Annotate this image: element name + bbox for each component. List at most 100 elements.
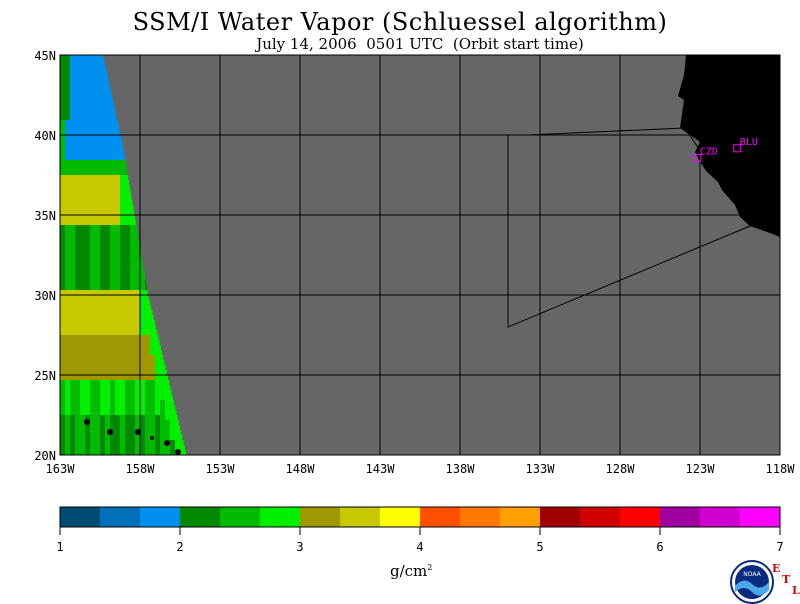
vapor-cell: [70, 315, 75, 320]
vapor-cell: [60, 315, 65, 320]
vapor-cell: [120, 230, 125, 235]
vapor-cell: [110, 275, 115, 280]
vapor-cell: [115, 195, 120, 200]
vapor-cell: [160, 420, 165, 425]
vapor-cell: [105, 370, 110, 375]
vapor-cell: [105, 240, 110, 245]
vapor-cell: [90, 240, 95, 245]
vapor-cell: [150, 340, 155, 345]
vapor-cell: [95, 240, 100, 245]
vapor-cell: [170, 405, 175, 410]
vapor-cell: [100, 245, 105, 250]
vapor-cell: [60, 235, 65, 240]
vapor-cell: [80, 255, 85, 260]
vapor-cell: [90, 345, 95, 350]
vapor-cell: [130, 365, 135, 370]
vapor-cell: [90, 95, 95, 100]
vapor-cell: [90, 395, 95, 400]
vapor-cell: [135, 420, 140, 425]
vapor-cell: [85, 75, 90, 80]
vapor-cell: [100, 110, 105, 115]
vapor-cell: [175, 420, 179, 425]
vapor-cell: [135, 335, 140, 340]
vapor-cell: [145, 350, 150, 355]
vapor-cell: [100, 55, 104, 60]
vapor-cell: [145, 320, 150, 325]
lon-label: 133W: [526, 462, 556, 476]
colorbar-tick-label: 1: [56, 540, 63, 554]
vapor-cell: [130, 300, 135, 305]
lat-label: 40N: [34, 129, 56, 143]
vapor-cell: [120, 135, 121, 140]
vapor-cell: [155, 345, 160, 350]
vapor-cell: [95, 370, 100, 375]
vapor-cell: [165, 435, 170, 440]
vapor-cell: [145, 290, 148, 295]
vapor-cell: [125, 335, 130, 340]
vapor-cell: [65, 230, 70, 235]
vapor-cell: [105, 360, 110, 365]
vapor-cell: [100, 95, 105, 100]
vapor-cell: [75, 140, 80, 145]
vapor-cell: [105, 230, 110, 235]
vapor-cell: [65, 120, 70, 125]
vapor-cell: [105, 270, 110, 275]
vapor-cell: [60, 205, 65, 210]
vapor-cell: [115, 245, 120, 250]
colorbar-swatch: [700, 507, 740, 527]
vapor-cell: [125, 235, 130, 240]
vapor-cell: [65, 105, 70, 110]
vapor-cell: [65, 300, 70, 305]
vapor-cell: [85, 85, 90, 90]
vapor-cell: [160, 380, 165, 385]
vapor-cell: [85, 365, 90, 370]
vapor-cell: [70, 320, 75, 325]
vapor-cell: [100, 305, 105, 310]
vapor-cell: [75, 260, 80, 265]
vapor-cell: [90, 225, 95, 230]
vapor-cell: [60, 180, 65, 185]
vapor-cell: [85, 210, 90, 215]
vapor-cell: [70, 415, 75, 420]
lon-label: 153W: [206, 462, 236, 476]
vapor-cell: [120, 440, 125, 445]
vapor-cell: [110, 410, 115, 415]
svg-text:NOAA: NOAA: [743, 571, 761, 578]
vapor-cell: [65, 240, 70, 245]
vapor-cell: [75, 350, 80, 355]
vapor-cell: [80, 155, 85, 160]
vapor-cell: [85, 215, 90, 220]
vapor-cell: [75, 70, 80, 75]
vapor-cell: [105, 420, 110, 425]
vapor-cell: [115, 325, 120, 330]
vapor-cell: [65, 210, 70, 215]
vapor-cell: [60, 430, 65, 435]
vapor-cell: [60, 145, 65, 150]
vapor-cell: [120, 450, 125, 455]
vapor-cell: [80, 105, 85, 110]
vapor-cell: [75, 310, 80, 315]
vapor-cell: [80, 245, 85, 250]
vapor-cell: [125, 215, 130, 220]
vapor-cell: [125, 310, 130, 315]
vapor-cell: [120, 380, 125, 385]
vapor-cell: [115, 440, 120, 445]
vapor-cell: [115, 160, 120, 165]
vapor-cell: [125, 425, 130, 430]
vapor-cell: [90, 300, 95, 305]
vapor-cell: [120, 215, 125, 220]
vapor-cell: [60, 395, 65, 400]
vapor-cell: [100, 105, 105, 110]
vapor-cell: [120, 370, 125, 375]
colorbar-tick-label: 4: [416, 540, 423, 554]
vapor-cell: [125, 315, 130, 320]
vapor-cell: [145, 310, 150, 315]
vapor-cell: [130, 245, 135, 250]
vapor-cell: [60, 305, 65, 310]
vapor-cell: [95, 350, 100, 355]
vapor-cell: [65, 155, 70, 160]
vapor-cell: [110, 220, 115, 225]
vapor-cell: [120, 410, 125, 415]
vapor-cell: [60, 295, 65, 300]
island: [150, 436, 154, 440]
